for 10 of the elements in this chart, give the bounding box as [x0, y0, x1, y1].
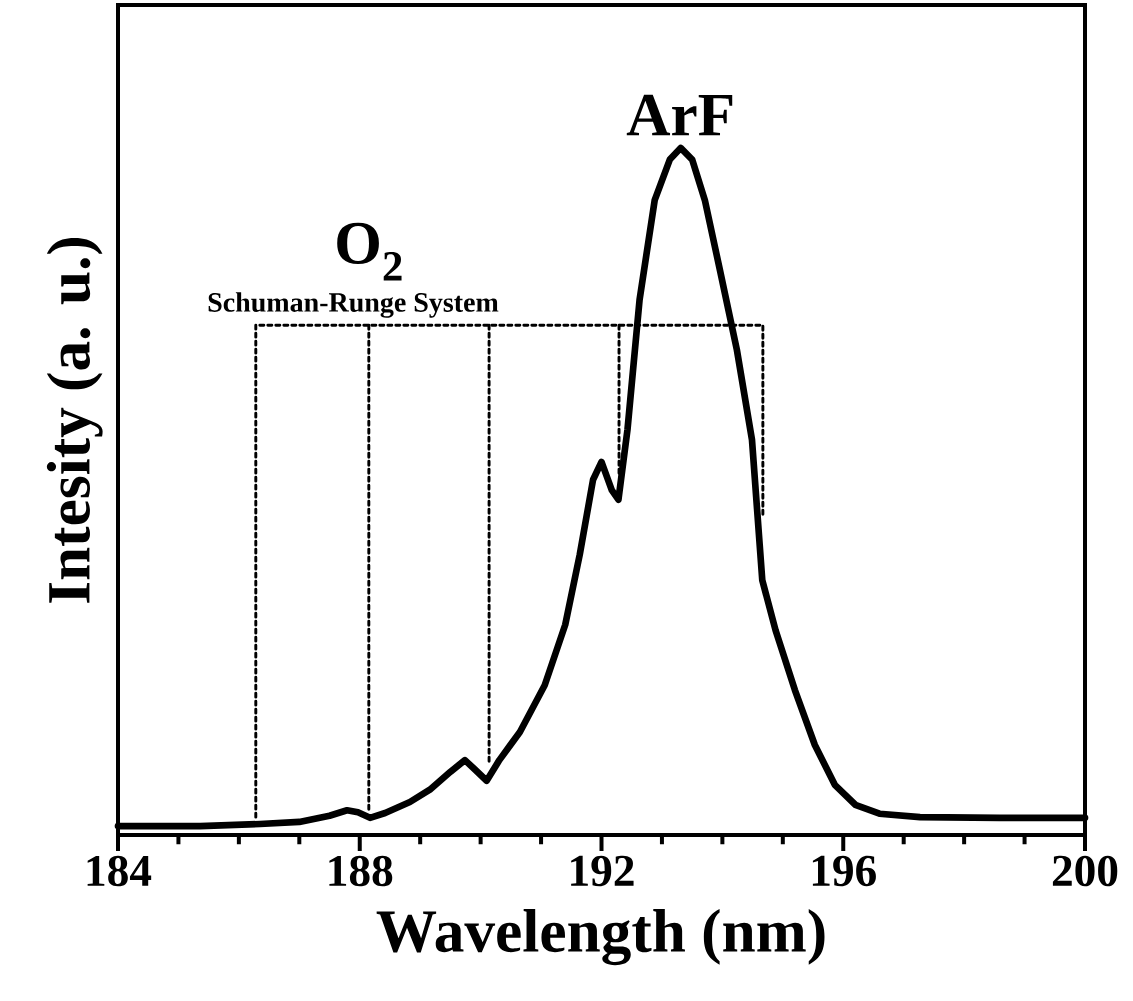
x-tick-label: 192 — [571, 855, 634, 887]
x-tick-label: 196 — [812, 855, 876, 887]
annotation: O$_{2}$ — [337, 222, 402, 281]
x-tick-label: 184 — [87, 855, 152, 887]
y-axis-title: Intesity (a. u.) — [46, 237, 103, 603]
annotation: Schuman-Runge System — [208, 292, 499, 318]
text: ArF — [626, 94, 733, 136]
x-tick-label: 200 — [1052, 855, 1118, 887]
x-tick-label: 188 — [329, 855, 393, 887]
x-axis-title: Wavelength (nm) — [376, 909, 825, 966]
